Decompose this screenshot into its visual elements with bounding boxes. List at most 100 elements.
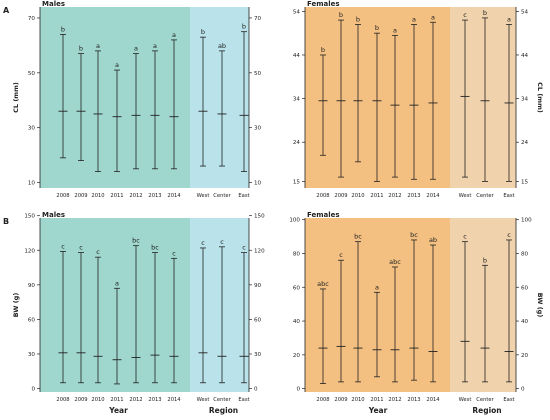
cl-females-ytick-label-right: 34	[521, 97, 529, 103]
cl-males-category-label: East	[238, 193, 249, 199]
bw-females-year-background	[305, 218, 450, 392]
bw-females-category-label: 2009	[334, 397, 347, 403]
bw-males-ytick-label-right: 150	[254, 214, 265, 220]
bw-males-category-label: 2013	[148, 397, 161, 403]
bw-males-significance-letter: a	[115, 279, 119, 287]
bw-males-ytick-label-left: 150	[24, 214, 35, 220]
cl-males-category-label: 2010	[91, 193, 104, 199]
bw-males-significance-letter: c	[201, 239, 205, 247]
cl-males-ytick-label-left: 10	[28, 181, 36, 187]
bw-males-ylabel: BW (g)	[12, 293, 20, 318]
cl-females-category-label: 2014	[426, 193, 440, 199]
cl-females-category-label: 2010	[351, 193, 364, 199]
cl-females-significance-letter: b	[339, 11, 343, 19]
panel-label-a: A	[3, 6, 10, 15]
cl-males-category-label: 2012	[129, 193, 142, 199]
cl-females-ytick-label-right: 15	[521, 179, 529, 185]
bw-males-ytick-label-left: 90	[28, 283, 36, 289]
bw-males-ytick-label-left: 60	[28, 317, 36, 323]
cl-females-category-label: Center	[476, 193, 494, 199]
cl-females-significance-letter: b	[321, 46, 325, 54]
cl-females-ytick-label-right: 24	[521, 140, 529, 146]
bw-females-ytick-label-right: 40	[521, 319, 529, 325]
cl-males-ytick-label-left: 70	[28, 16, 36, 22]
cl-females-category-label: 2013	[407, 193, 420, 199]
cl-females-significance-letter: a	[431, 13, 435, 21]
cl-females-ytick-label-right: 54	[521, 9, 529, 15]
bw-females-category-label: West	[459, 397, 472, 403]
cl-females-category-label: 2008	[316, 193, 329, 199]
cl-females-ytick-label-right: 44	[521, 53, 529, 59]
cl-females-category-label: 2009	[334, 193, 347, 199]
cl-males-category-label: 2009	[74, 193, 87, 199]
bw-females-significance-letter: abc	[317, 280, 329, 288]
cl-males-ytick-label-right: 30	[254, 126, 262, 132]
bw-females-ytick-label-right: 20	[521, 353, 529, 359]
bw-males-ytick-label-right: 60	[254, 317, 262, 323]
cl-females-significance-letter: a	[393, 26, 397, 34]
bw-females-ytick-label-right: 80	[521, 251, 529, 257]
cl-males-significance-letter: ab	[218, 42, 226, 50]
bw-males-ytick-label-left: 30	[28, 352, 36, 358]
bw-males-year-background	[40, 218, 190, 392]
cl-males-significance-letter: b	[201, 28, 205, 36]
bw-females-category-label: 2011	[370, 397, 383, 403]
bw-males-category-label: 2014	[167, 397, 181, 403]
bw-females-category-label: 2012	[388, 397, 401, 403]
bw-males-category-label: 2009	[74, 397, 87, 403]
bw-females-significance-letter: c	[463, 233, 467, 241]
bw-males-significance-letter: c	[220, 238, 224, 246]
cl-males-significance-letter: a	[153, 42, 157, 50]
bw-males-title: Males	[42, 211, 65, 219]
cl-males-category-label: 2014	[167, 193, 181, 199]
cl-males-category-label: 2008	[56, 193, 69, 199]
bw-males-xtitle-year: Year	[108, 406, 128, 415]
cl-males-category-label: 2011	[110, 193, 123, 199]
cl-females-ytick-label-left: 54	[293, 9, 301, 15]
cl-females-significance-letter: a	[507, 15, 511, 23]
bw-females-ytick-label-left: 80	[293, 251, 301, 257]
bw-females-significance-letter: abc	[389, 258, 401, 266]
bw-females-category-label: 2014	[426, 397, 440, 403]
bw-males-category-label: 2011	[110, 397, 123, 403]
cl-females-category-label: 2011	[370, 193, 383, 199]
bw-males-significance-letter: c	[79, 244, 83, 252]
bw-females-ylabel: BW (g)	[536, 293, 544, 318]
cl-males-ytick-label-right: 70	[254, 16, 262, 22]
cl-females-significance-letter: a	[412, 15, 416, 23]
bw-males-ytick-label-right: 120	[254, 248, 265, 254]
cl-males-ytick-label-right: 10	[254, 181, 262, 187]
bw-females-significance-letter: bc	[354, 233, 362, 241]
bw-males-category-label: Center	[213, 397, 231, 403]
cl-females-ytick-label-left: 34	[293, 97, 301, 103]
bw-males-significance-letter: c	[172, 249, 176, 257]
bw-males-category-label: East	[238, 397, 249, 403]
cl-females-ytick-label-left: 44	[293, 53, 301, 59]
bw-females-xtitle-year: Year	[368, 406, 388, 415]
cl-males-category-label: West	[197, 193, 210, 199]
bw-males-ytick-label-right: 90	[254, 283, 262, 289]
bw-males-ytick-label-right: 0	[254, 387, 258, 393]
cl-males-ytick-label-left: 30	[28, 126, 36, 132]
bw-males-category-label: 2008	[56, 397, 69, 403]
cl-males-significance-letter: a	[96, 42, 100, 50]
bw-females-ytick-label-right: 100	[521, 218, 532, 224]
cl-males-significance-letter: b	[61, 25, 65, 33]
cl-males-significance-letter: a	[134, 45, 138, 53]
bw-females-category-label: 2008	[316, 397, 329, 403]
bw-males-xtitle-region: Region	[209, 406, 238, 415]
bw-females-ytick-label-left: 60	[293, 285, 301, 291]
cl-females-category-label: West	[459, 193, 472, 199]
bw-females-significance-letter: c	[339, 251, 343, 259]
panel-label-b: B	[3, 217, 9, 226]
cl-females-significance-letter: b	[356, 15, 360, 23]
cl-females-ylabel: CL (mm)	[536, 82, 544, 113]
bw-males-significance-letter: c	[242, 244, 246, 252]
bw-males-ytick-label-right: 30	[254, 352, 262, 358]
bw-males-significance-letter: bc	[151, 244, 159, 252]
cl-females-significance-letter: b	[375, 24, 379, 32]
bw-females-category-label: 2013	[407, 397, 420, 403]
bw-females-category-label: East	[503, 397, 514, 403]
bw-males-category-label: 2010	[91, 397, 104, 403]
